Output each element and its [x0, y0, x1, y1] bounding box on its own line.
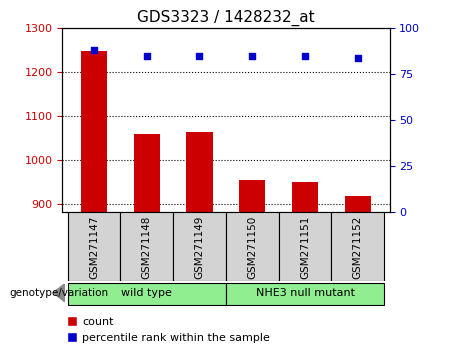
- FancyBboxPatch shape: [226, 212, 279, 281]
- Legend: count, percentile rank within the sample: count, percentile rank within the sample: [68, 317, 270, 343]
- Text: GSM271150: GSM271150: [247, 216, 257, 279]
- Bar: [186, 132, 213, 212]
- Title: GDS3323 / 1428232_at: GDS3323 / 1428232_at: [137, 9, 315, 25]
- Text: GSM271148: GSM271148: [142, 216, 152, 279]
- FancyBboxPatch shape: [120, 212, 173, 281]
- Bar: [134, 133, 160, 212]
- Point: [301, 53, 309, 59]
- Text: NHE3 null mutant: NHE3 null mutant: [255, 287, 355, 298]
- FancyBboxPatch shape: [331, 212, 384, 281]
- Bar: [345, 196, 371, 212]
- Polygon shape: [53, 284, 65, 302]
- Bar: [239, 179, 266, 212]
- Point: [196, 53, 203, 59]
- Text: GSM271151: GSM271151: [300, 216, 310, 279]
- FancyBboxPatch shape: [279, 212, 331, 281]
- FancyBboxPatch shape: [226, 282, 384, 305]
- Text: GSM271147: GSM271147: [89, 216, 99, 279]
- Text: wild type: wild type: [121, 287, 172, 298]
- Bar: [292, 182, 318, 212]
- Point: [90, 47, 98, 53]
- Point: [354, 55, 361, 61]
- Text: GSM271152: GSM271152: [353, 216, 363, 279]
- FancyBboxPatch shape: [67, 212, 120, 281]
- Point: [248, 53, 256, 59]
- Bar: [81, 51, 107, 212]
- Point: [143, 53, 150, 59]
- Text: GSM271149: GSM271149: [195, 216, 205, 279]
- FancyBboxPatch shape: [67, 282, 226, 305]
- FancyBboxPatch shape: [173, 212, 226, 281]
- Text: genotype/variation: genotype/variation: [9, 288, 108, 298]
